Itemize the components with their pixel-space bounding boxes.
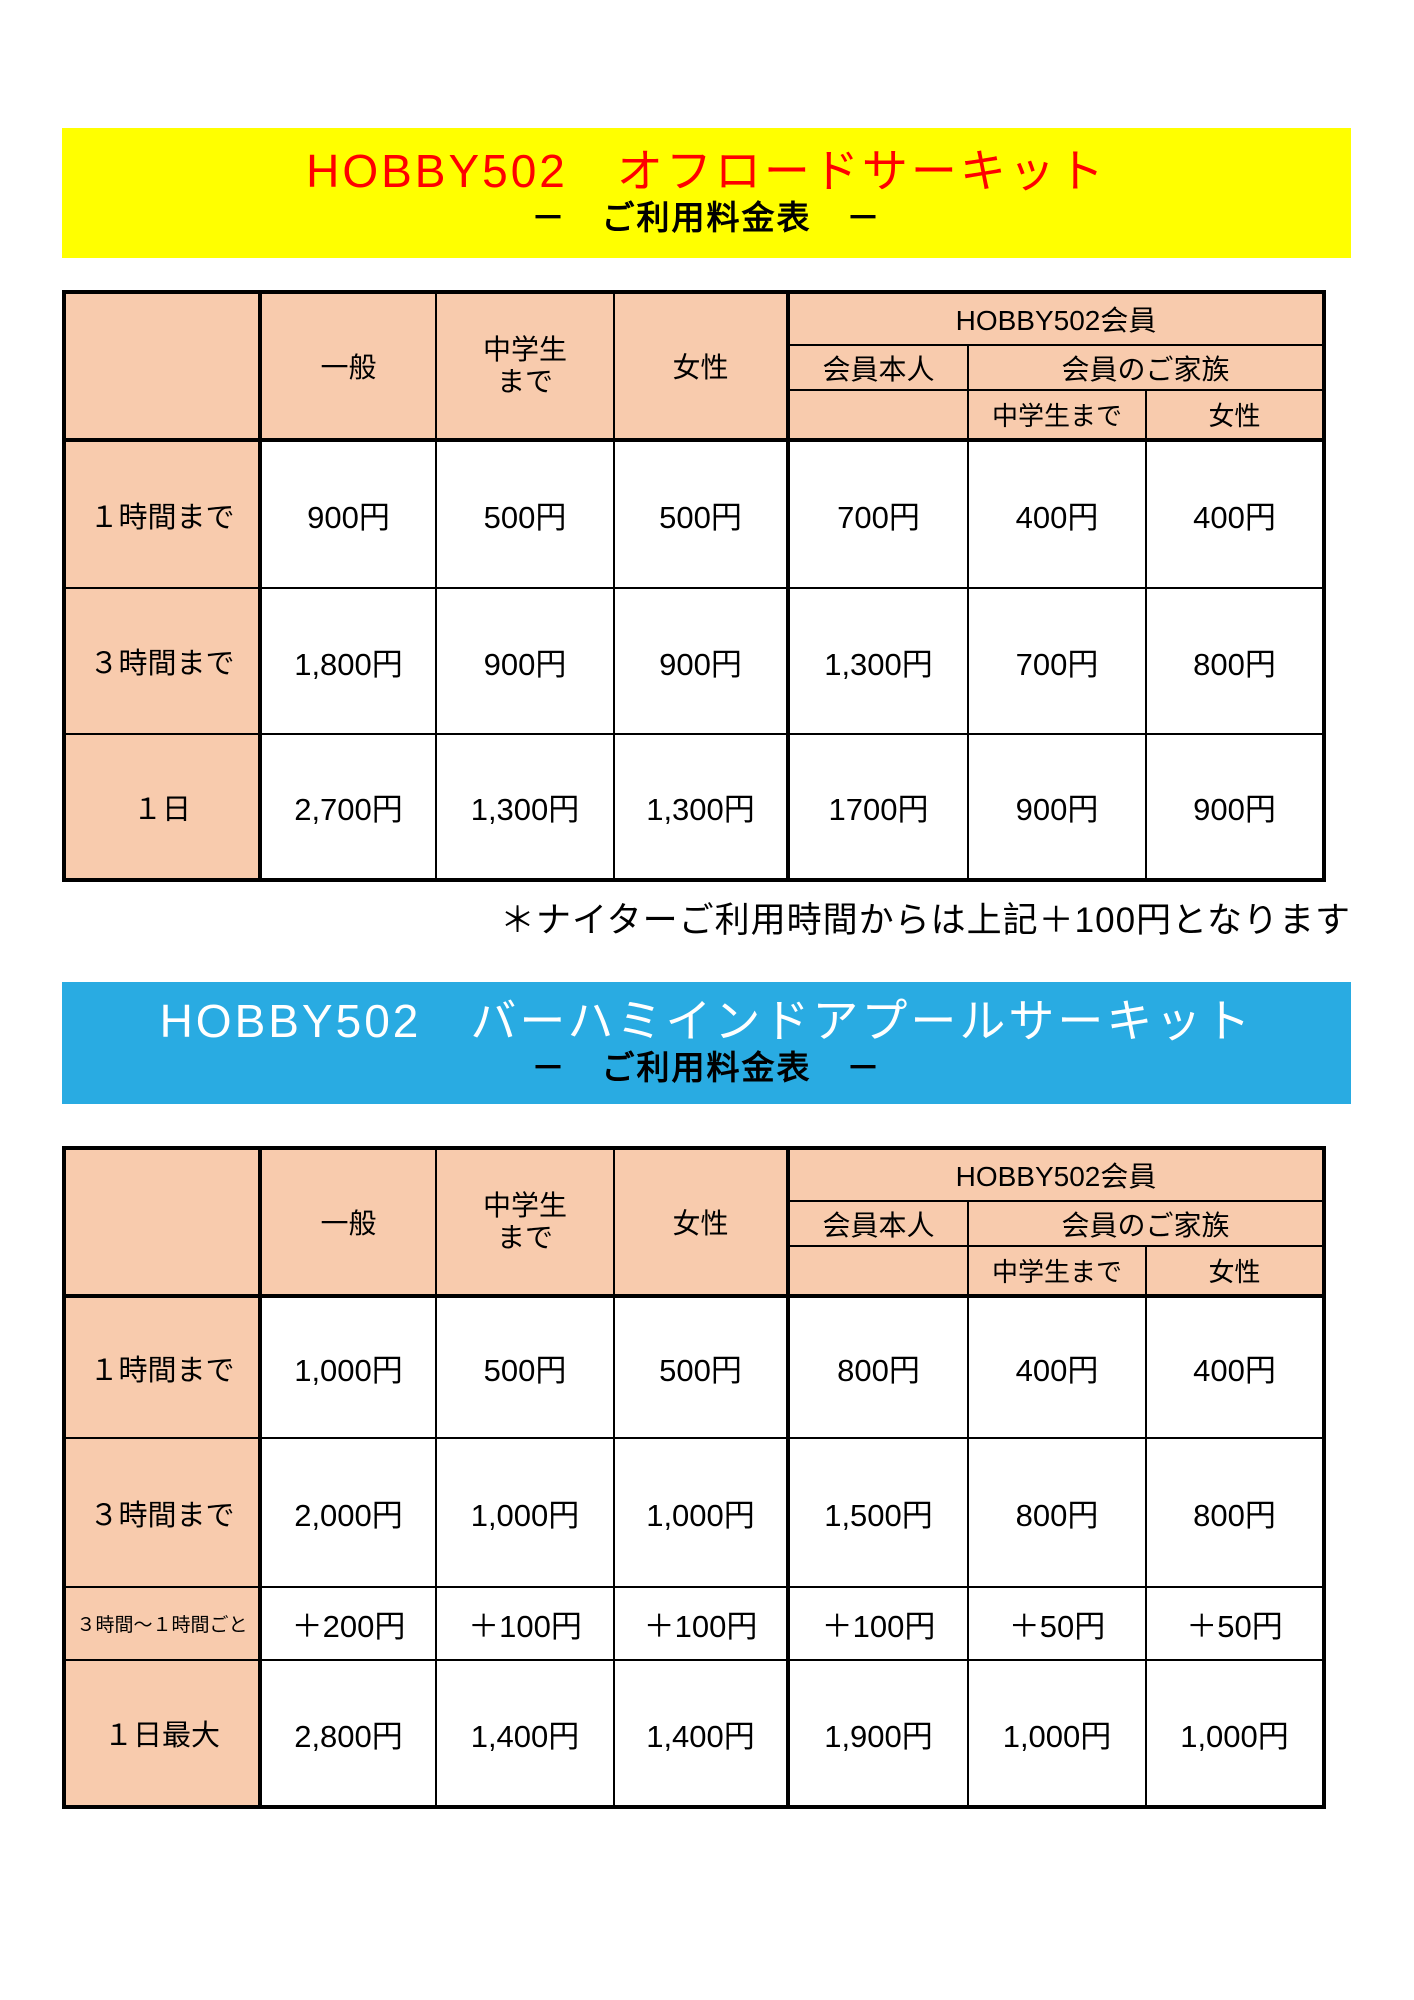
col-header-female: 女性 — [613, 1147, 790, 1298]
col-header-family-female: 女性 — [1145, 1245, 1325, 1298]
price-cell: ＋200円 — [259, 1586, 437, 1661]
price-cell: 400円 — [967, 439, 1147, 589]
pool-banner-title: HOBBY502 バーハミインドアプールサーキット — [159, 995, 1254, 1048]
pool-banner-subtitle: － ご利用料金表 － — [531, 1048, 882, 1086]
col-header-family-junior: 中学生まで — [967, 1245, 1147, 1298]
offroad-table-body: １時間まで 900円 500円 500円 700円 400円 400円 ３時間まで 1,800円… — [63, 439, 1325, 881]
table-row: ３時間まで 2,000円 1,000円 1,000円 1,500円 800円 800円 — [63, 1437, 1325, 1588]
price-cell: 500円 — [613, 1295, 790, 1439]
pool-table-body: １時間まで 1,000円 500円 500円 800円 400円 400円 ３時間まで 2,00… — [63, 1295, 1325, 1808]
price-cell: 500円 — [435, 1295, 615, 1439]
table-row: １日 2,700円 1,300円 1,300円 1700円 900円 900円 — [63, 733, 1325, 881]
pool-price-table: 一般 中学生 まで 女性 HOBBY502会員 会員本人 会員のご家族 中学生ま… — [62, 1146, 1326, 1809]
col-header-member-family: 会員のご家族 — [967, 1200, 1325, 1247]
col-header-junior: 中学生 まで — [435, 1147, 615, 1298]
offroad-table-header: 一般 中学生 まで 女性 HOBBY502会員 会員本人 会員のご家族 中学生ま… — [63, 291, 1325, 442]
table-row: １日最大 2,800円 1,400円 1,400円 1,900円 1,000円 1,000円 — [63, 1659, 1325, 1808]
price-cell: 1700円 — [787, 733, 969, 881]
row-label: ３時間～１時間ごと — [63, 1586, 262, 1661]
row-label: ３時間まで — [63, 1437, 262, 1588]
table-row: １時間まで 1,000円 500円 500円 800円 400円 400円 — [63, 1295, 1325, 1439]
price-cell: ＋100円 — [435, 1586, 615, 1661]
col-header-family-female: 女性 — [1145, 389, 1325, 442]
price-cell: 700円 — [967, 587, 1147, 735]
col-header-family-junior: 中学生まで — [967, 389, 1147, 442]
price-cell: 400円 — [967, 1295, 1147, 1439]
row-label: ３時間まで — [63, 587, 262, 735]
price-cell: 800円 — [1145, 587, 1325, 735]
price-cell: 1,900円 — [787, 1659, 969, 1808]
offroad-banner-subtitle: － ご利用料金表 － — [531, 198, 882, 236]
pool-table-header: 一般 中学生 まで 女性 HOBBY502会員 会員本人 会員のご家族 中学生ま… — [63, 1147, 1325, 1298]
price-cell: 900円 — [435, 587, 615, 735]
price-cell: 2,000円 — [259, 1437, 437, 1588]
col-header-junior: 中学生 まで — [435, 291, 615, 442]
pool-banner: HOBBY502 バーハミインドアプールサーキット － ご利用料金表 － — [62, 982, 1351, 1104]
price-cell: ＋100円 — [613, 1586, 790, 1661]
price-cell: 1,800円 — [259, 587, 437, 735]
offroad-banner-title: HOBBY502 オフロードサーキット — [306, 145, 1107, 198]
price-cell: 1,000円 — [259, 1295, 437, 1439]
price-cell: 800円 — [1145, 1437, 1325, 1588]
offroad-price-table: 一般 中学生 まで 女性 HOBBY502会員 会員本人 会員のご家族 中学生ま… — [62, 290, 1326, 882]
col-header-general: 一般 — [259, 291, 437, 442]
price-cell: 1,500円 — [787, 1437, 969, 1588]
night-surcharge-note: ＊ナイターご利用時間からは上記＋100円となります — [500, 901, 1351, 940]
price-cell: 1,000円 — [613, 1437, 790, 1588]
price-cell: 800円 — [967, 1437, 1147, 1588]
col-header-member-self: 会員本人 — [787, 1200, 969, 1247]
row-label: １時間まで — [63, 439, 262, 589]
price-cell: 400円 — [1145, 1295, 1325, 1439]
table-row: ３時間～１時間ごと ＋200円 ＋100円 ＋100円 ＋100円 ＋50円 ＋50円 — [63, 1586, 1325, 1661]
col-header-member-group: HOBBY502会員 — [787, 291, 1325, 346]
col-header-member-self: 会員本人 — [787, 344, 969, 391]
price-cell: 1,400円 — [613, 1659, 790, 1808]
price-cell: 1,300円 — [435, 733, 615, 881]
col-header-member-family: 会員のご家族 — [967, 344, 1325, 391]
price-cell: ＋50円 — [1145, 1586, 1325, 1661]
price-cell: 2,800円 — [259, 1659, 437, 1808]
table-row: １時間まで 900円 500円 500円 700円 400円 400円 — [63, 439, 1325, 589]
price-cell: ＋50円 — [967, 1586, 1147, 1661]
price-cell: 1,300円 — [787, 587, 969, 735]
price-cell: 2,700円 — [259, 733, 437, 881]
price-cell: 1,300円 — [613, 733, 790, 881]
price-cell: 900円 — [1145, 733, 1325, 881]
offroad-banner: HOBBY502 オフロードサーキット － ご利用料金表 － — [62, 128, 1351, 258]
price-cell: ＋100円 — [787, 1586, 969, 1661]
price-cell: 500円 — [435, 439, 615, 589]
price-cell: 400円 — [1145, 439, 1325, 589]
col-header-member-group: HOBBY502会員 — [787, 1147, 1325, 1202]
row-label: １日最大 — [63, 1659, 262, 1808]
price-cell: 700円 — [787, 439, 969, 589]
price-cell: 1,000円 — [1145, 1659, 1325, 1808]
price-cell: 800円 — [787, 1295, 969, 1439]
member-self-blank-cell — [787, 389, 969, 442]
row-label: １時間まで — [63, 1295, 262, 1439]
col-header-general: 一般 — [259, 1147, 437, 1298]
price-cell: 900円 — [613, 587, 790, 735]
price-cell: 1,000円 — [967, 1659, 1147, 1808]
member-self-blank-cell — [787, 1245, 969, 1298]
corner-blank-cell — [63, 1147, 262, 1298]
price-cell: 500円 — [613, 439, 790, 589]
price-cell: 1,000円 — [435, 1437, 615, 1588]
corner-blank-cell — [63, 291, 262, 442]
price-cell: 1,400円 — [435, 1659, 615, 1808]
col-header-female: 女性 — [613, 291, 790, 442]
row-label: １日 — [63, 733, 262, 881]
table-row: ３時間まで 1,800円 900円 900円 1,300円 700円 800円 — [63, 587, 1325, 735]
price-cell: 900円 — [259, 439, 437, 589]
price-cell: 900円 — [967, 733, 1147, 881]
